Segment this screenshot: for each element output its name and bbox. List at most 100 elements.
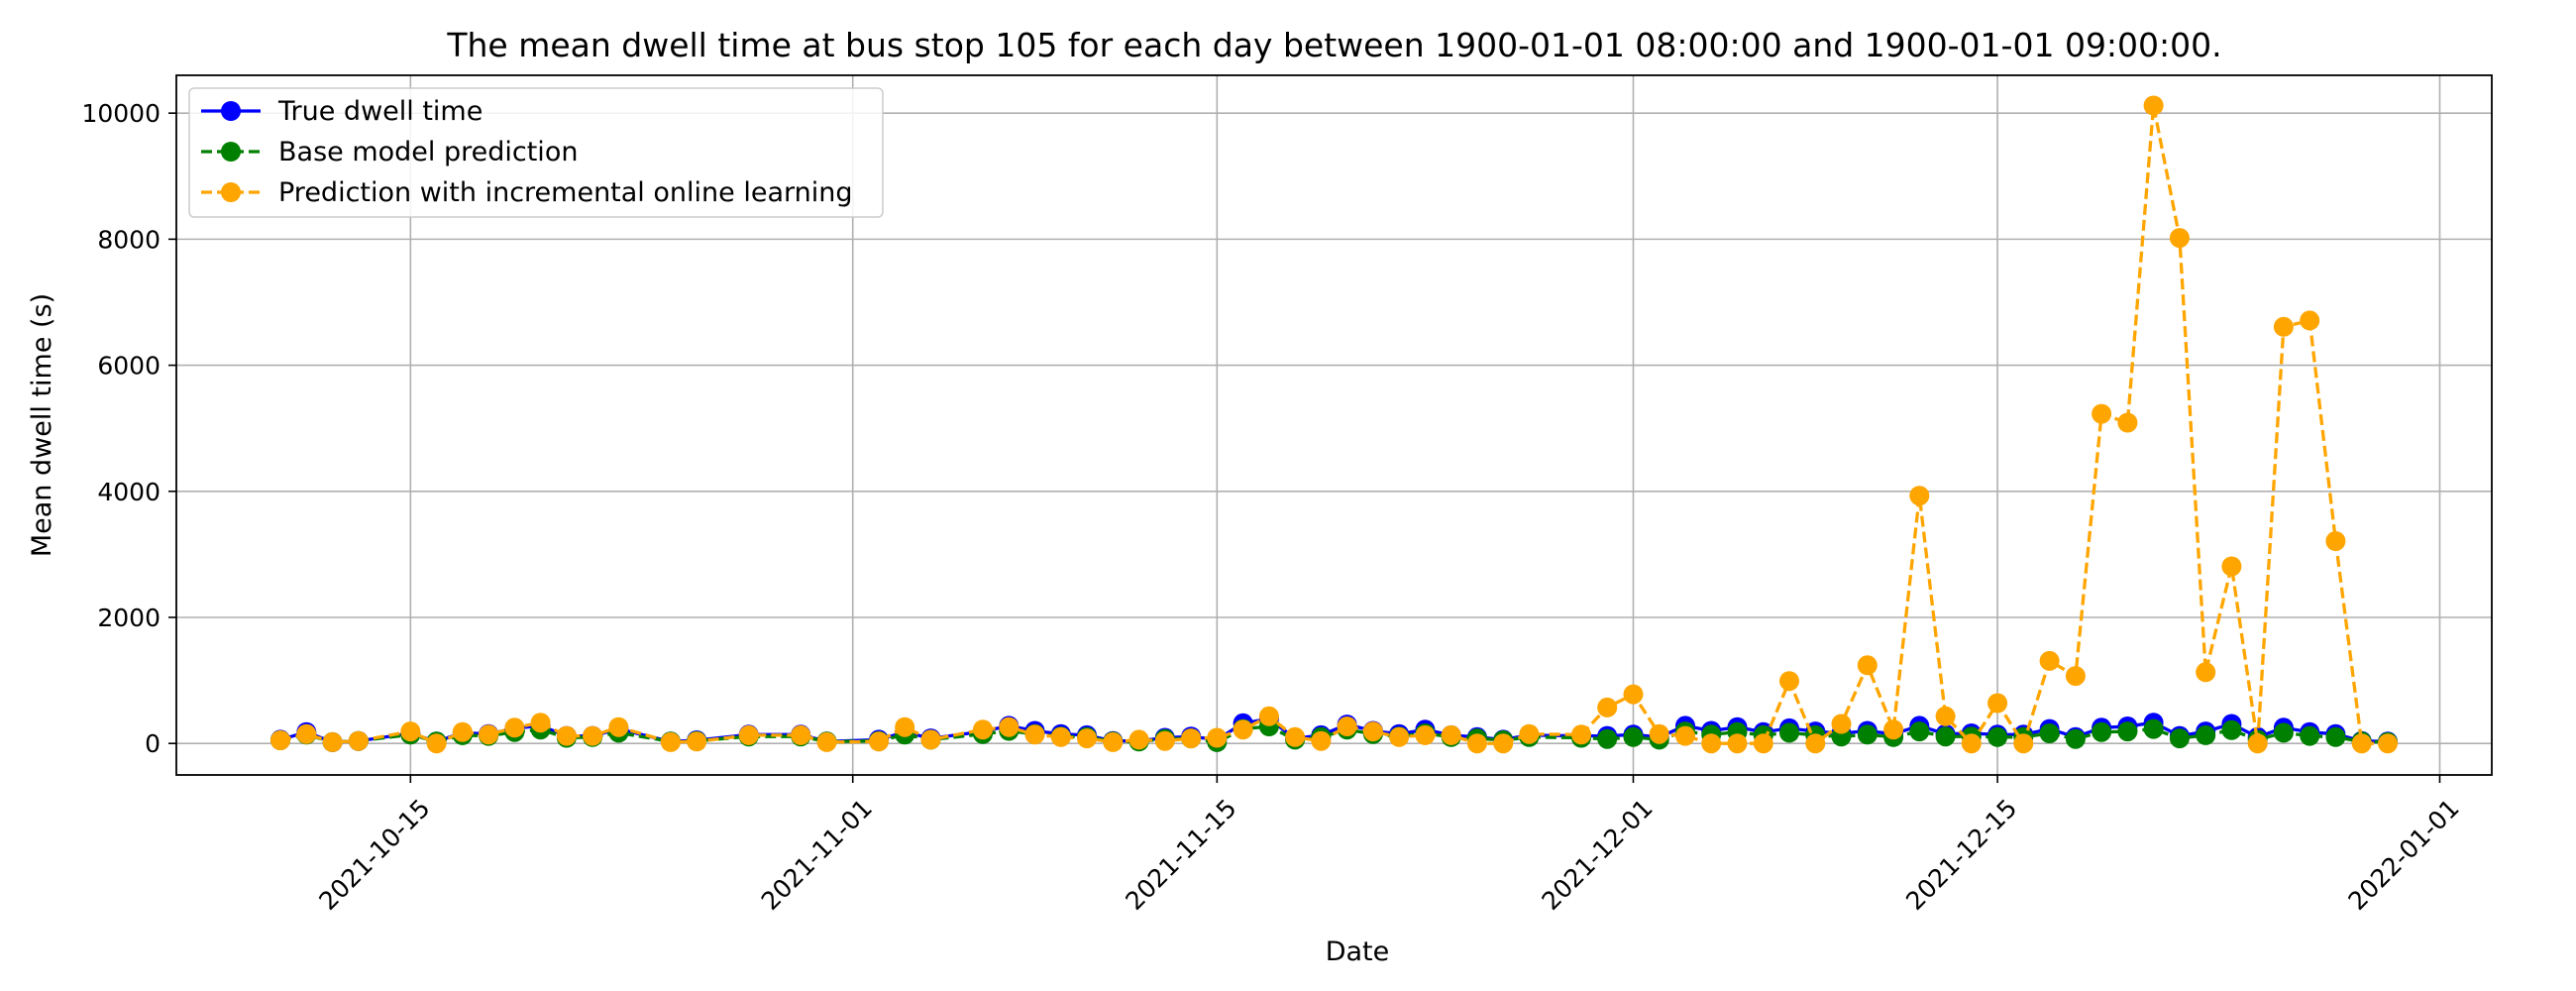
x-axis-label: Date bbox=[1326, 936, 1390, 967]
legend-label: Prediction with incremental online learn… bbox=[278, 177, 853, 208]
data-point bbox=[1935, 726, 1956, 747]
data-point bbox=[687, 731, 707, 752]
data-point bbox=[1779, 671, 1799, 692]
data-point bbox=[895, 716, 915, 737]
data-point bbox=[1831, 714, 1852, 734]
legend-label: Base model prediction bbox=[278, 137, 578, 167]
legend-entries: True dwell time Base model prediction Pred… bbox=[201, 96, 853, 208]
data-point bbox=[1207, 727, 1228, 748]
data-point bbox=[2247, 733, 2268, 754]
data-point bbox=[1337, 716, 1357, 736]
data-point bbox=[791, 724, 811, 745]
data-point bbox=[920, 729, 941, 750]
chart-title: The mean dwell time at bus stop 105 for … bbox=[446, 26, 2221, 64]
data-point bbox=[1909, 486, 1930, 506]
data-point bbox=[2351, 733, 2372, 754]
data-point bbox=[400, 721, 421, 742]
data-point bbox=[2221, 719, 2242, 740]
data-point bbox=[1519, 723, 1540, 744]
legend-marker bbox=[221, 182, 241, 202]
data-point bbox=[1727, 733, 1748, 754]
data-point bbox=[1649, 723, 1669, 744]
data-point bbox=[1024, 724, 1045, 745]
data-point bbox=[1103, 731, 1124, 752]
data-point bbox=[869, 731, 889, 752]
data-point bbox=[1050, 726, 1071, 747]
data-point bbox=[1935, 706, 1956, 726]
data-point bbox=[1909, 721, 1930, 742]
data-point bbox=[2273, 316, 2294, 337]
data-point bbox=[1987, 726, 2008, 747]
data-point bbox=[1623, 726, 1644, 747]
data-point bbox=[1675, 725, 1695, 746]
data-point bbox=[1441, 724, 1461, 745]
data-point bbox=[452, 721, 473, 742]
data-point bbox=[1779, 722, 1799, 743]
legend-label: True dwell time bbox=[277, 96, 483, 127]
data-point bbox=[1883, 719, 1904, 740]
data-point bbox=[2065, 666, 2086, 687]
data-point bbox=[2325, 531, 2346, 551]
data-point bbox=[1389, 726, 1410, 747]
data-point bbox=[1623, 684, 1644, 705]
data-point bbox=[322, 731, 343, 752]
data-point bbox=[1258, 706, 1279, 726]
data-point bbox=[1857, 724, 1878, 745]
legend: True dwell time Base model prediction Pred… bbox=[188, 87, 884, 218]
data-point bbox=[1753, 733, 1773, 754]
series-3 bbox=[270, 95, 2398, 754]
y-tick-label: 10000 bbox=[81, 99, 161, 128]
y-tick-label: 2000 bbox=[97, 604, 161, 632]
y-axis-label: Mean dwell time (s) bbox=[27, 293, 57, 557]
data-point bbox=[2378, 733, 2398, 754]
data-point bbox=[1597, 697, 1618, 717]
data-point bbox=[660, 731, 681, 752]
data-point bbox=[999, 716, 1020, 737]
data-point bbox=[2196, 662, 2216, 683]
legend-box bbox=[188, 87, 884, 218]
data-point bbox=[2039, 723, 2060, 743]
data-point bbox=[1362, 721, 1383, 742]
data-point bbox=[973, 719, 993, 740]
data-point bbox=[1415, 724, 1436, 745]
data-point bbox=[2039, 650, 2060, 671]
data-point bbox=[816, 731, 837, 752]
data-point bbox=[738, 724, 759, 745]
data-point bbox=[1154, 730, 1175, 751]
data-point bbox=[530, 713, 551, 733]
data-point bbox=[2300, 725, 2320, 746]
data-point bbox=[2092, 721, 2112, 742]
data-point bbox=[2092, 403, 2112, 424]
data-point bbox=[270, 730, 290, 750]
data-point bbox=[1493, 733, 1514, 754]
data-point bbox=[556, 725, 577, 746]
y-tick-label: 0 bbox=[145, 729, 161, 758]
legend-marker bbox=[221, 142, 241, 162]
data-point bbox=[1181, 728, 1202, 749]
legend-marker bbox=[221, 101, 241, 121]
data-point bbox=[2117, 412, 2138, 433]
data-point bbox=[2013, 733, 2034, 754]
data-point bbox=[1077, 728, 1097, 749]
data-point bbox=[2196, 724, 2216, 745]
data-point bbox=[1701, 733, 1722, 754]
data-point bbox=[296, 723, 317, 744]
data-point bbox=[2169, 228, 2190, 249]
data-point bbox=[1128, 729, 1149, 750]
data-point bbox=[2143, 718, 2164, 739]
data-point bbox=[479, 724, 499, 745]
data-point bbox=[348, 730, 369, 751]
data-point bbox=[1857, 655, 1878, 676]
y-tick-label: 6000 bbox=[97, 352, 161, 381]
data-point bbox=[1987, 693, 2008, 714]
y-tick-label: 8000 bbox=[97, 225, 161, 254]
data-point bbox=[2169, 728, 2190, 749]
data-point bbox=[2300, 310, 2320, 331]
data-point bbox=[2065, 728, 2086, 749]
data-point bbox=[583, 725, 603, 746]
y-tick-label: 4000 bbox=[97, 478, 161, 506]
series-layer bbox=[270, 95, 2398, 754]
data-point bbox=[1311, 730, 1332, 751]
data-point bbox=[1961, 733, 1982, 754]
